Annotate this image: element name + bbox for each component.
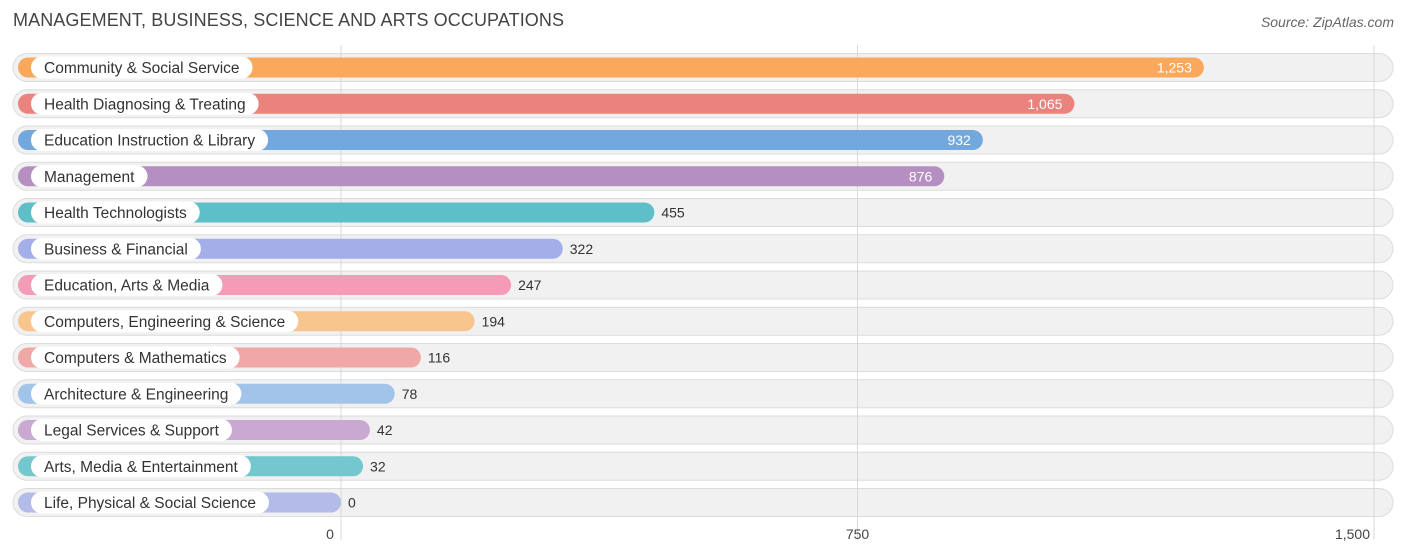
category-label-pill xyxy=(31,382,242,405)
value-label: 194 xyxy=(482,313,506,329)
value-label: 932 xyxy=(947,132,971,148)
category-label-pill xyxy=(31,455,251,478)
source-label: Source: ZipAtlas.com xyxy=(1260,14,1394,30)
category-label: Computers & Mathematics xyxy=(44,350,227,367)
value-label: 32 xyxy=(370,458,386,474)
x-tick-label: 1,500 xyxy=(1335,526,1370,542)
category-label-pill xyxy=(31,274,223,296)
category-label: Computers, Engineering & Science xyxy=(44,314,285,331)
category-label-pill xyxy=(31,201,200,224)
value-label: 322 xyxy=(570,241,594,257)
category-label: Architecture & Engineering xyxy=(44,386,228,403)
x-tick-label: 750 xyxy=(846,526,870,542)
value-label: 247 xyxy=(518,277,542,293)
category-label-pill xyxy=(31,56,253,79)
category-label-pill xyxy=(31,92,259,115)
category-label-pill xyxy=(31,419,232,441)
value-label: 1,253 xyxy=(1157,60,1192,76)
bar xyxy=(18,93,1075,114)
category-label-pill xyxy=(31,237,201,260)
value-label: 116 xyxy=(428,350,451,366)
category-label: Management xyxy=(44,169,135,186)
category-label: Life, Physical & Social Science xyxy=(44,495,256,512)
category-label: Health Technologists xyxy=(44,205,187,222)
category-label: Health Diagnosing & Treating xyxy=(44,96,246,113)
x-tick-label: 0 xyxy=(326,526,334,542)
value-label: 455 xyxy=(661,205,685,221)
category-label-pill xyxy=(31,310,299,333)
category-label: Education, Arts & Media xyxy=(44,278,210,295)
value-label: 0 xyxy=(348,495,356,511)
category-label: Business & Financial xyxy=(44,241,188,258)
category-label-pill xyxy=(31,129,269,151)
value-label: 876 xyxy=(909,168,933,184)
category-label-pill xyxy=(31,346,240,369)
category-label: Arts, Media & Entertainment xyxy=(44,459,239,476)
bar xyxy=(18,57,1204,78)
row-background xyxy=(12,488,1394,517)
chart-title: MANAGEMENT, BUSINESS, SCIENCE AND ARTS O… xyxy=(13,10,565,30)
value-label: 78 xyxy=(402,386,418,402)
value-label: 42 xyxy=(377,422,393,438)
category-label: Education Instruction & Library xyxy=(44,133,255,150)
category-label-pill xyxy=(31,165,148,188)
value-label: 1,065 xyxy=(1027,96,1062,112)
bar xyxy=(18,166,945,187)
category-label-pill xyxy=(31,491,269,514)
category-label: Legal Services & Support xyxy=(44,423,220,440)
category-label: Community & Social Service xyxy=(44,60,240,77)
